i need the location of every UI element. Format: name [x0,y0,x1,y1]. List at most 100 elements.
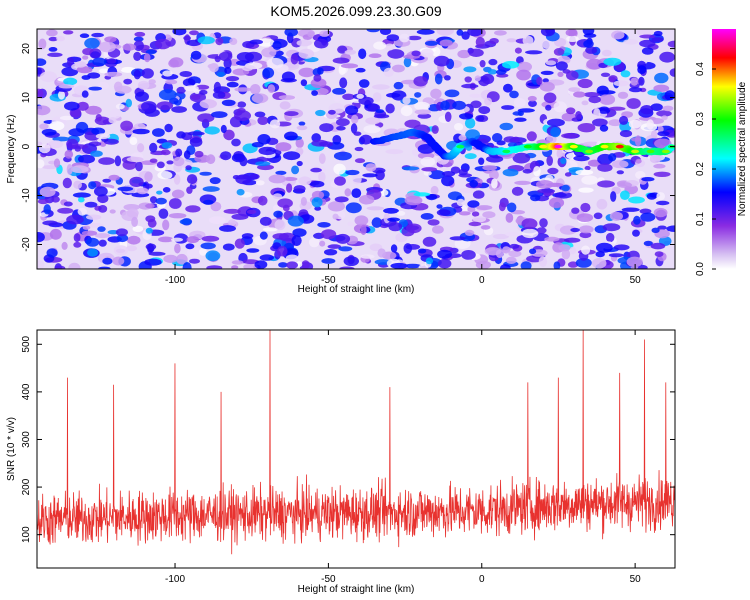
heatmap-cell [165,79,178,85]
heatmap-cell [561,133,579,139]
heatmap-cell [542,78,549,83]
heatmap-cell [653,163,666,169]
heatmap-cell [461,83,479,89]
heatmap-cell [650,103,663,111]
heatmap-cell [433,55,450,67]
heatmap-cell [599,94,616,105]
heatmap-cell [543,92,557,104]
heatmap-cell [308,237,320,248]
snr-xlabel: Height of straight line (km) [298,584,415,595]
heatmap-cell [259,216,272,226]
heatmap-cell [351,188,362,199]
heatmap-cell [318,171,326,183]
heatmap-cell [275,170,287,175]
heatmap-cell [266,57,284,69]
heatmap-cell [129,176,144,187]
heatmap-cell [613,80,629,87]
heatmap-cell [636,29,654,37]
heatmap-cell [406,223,422,234]
heatmap-cell [67,57,75,67]
heatmap-cell [98,266,111,269]
heatmap-cell [472,190,485,199]
heatmap-cell [108,174,120,181]
heatmap-cell [115,228,128,237]
heatmap-cell [512,152,531,164]
heatmap-cell [553,261,561,269]
heatmap-cell [339,77,348,89]
heatmap-cell [86,214,102,220]
heatmap-cell [64,101,80,111]
heatmap-cell [189,258,200,264]
heatmap-cell [186,39,202,47]
heatmap-cell [667,40,675,48]
heatmap-cell [354,146,364,152]
heatmap-cell [228,219,237,226]
heatmap-cell [241,233,254,239]
heatmap-cell [597,90,616,95]
heatmap-cell [133,69,141,80]
heatmap-cell [661,115,668,121]
heatmap-cell [505,256,517,264]
heatmap-cell [646,192,657,200]
heatmap-cell [345,169,360,176]
heatmap-cell [332,213,339,220]
heatmap-cell [277,198,293,208]
heatmap-cell [53,158,61,168]
heatmap-cell [156,190,163,195]
heatmap-cell [58,90,65,100]
heatmap-cell [478,106,491,115]
heatmap-cell [464,117,476,129]
heatmap-cell [315,109,326,117]
heatmap-cell [545,60,557,66]
heatmap-cell [78,197,85,203]
heatmap-cell [608,153,617,162]
heatmap-cell [155,197,167,205]
heatmap-cell [104,36,117,43]
heatmap-cell [98,41,116,53]
heatmap-cell [328,109,336,115]
heatmap-cell [379,29,392,35]
heatmap-cell [403,243,413,254]
heatmap-cell [298,48,315,59]
heatmap-cell [87,72,101,79]
heatmap-cell [334,176,346,186]
heatmap-cell [221,99,236,107]
heatmap-cell [74,61,87,68]
heatmap-cell [120,120,133,131]
heatmap-cell [144,258,162,266]
heatmap-cell [41,165,59,170]
heatmap-cell [413,76,428,87]
heatmap-cell [602,223,621,232]
heatmap-cell [495,249,504,258]
heatmap-cell [98,68,110,74]
heatmap-cell [600,72,611,78]
heatmap-cell [87,248,99,257]
heatmap-cell [185,205,201,213]
heatmap-cell [309,180,325,188]
heatmap-cell [112,256,125,266]
heatmap-cell [317,67,324,75]
heatmap-cell [536,76,543,86]
heatmap-cell [332,87,347,95]
heatmap-cell [608,119,623,127]
heatmap-cell [173,174,181,185]
heatmap-cell [599,124,609,132]
x-tick-label: 0 [479,275,485,286]
heatmap-cell [354,158,366,164]
heatmap-cell [295,138,304,149]
heatmap-cell [544,236,560,242]
heatmap-cell [566,107,576,115]
heatmap-cell [358,48,367,60]
heatmap-cell [494,30,507,36]
heatmap-cell [620,70,631,78]
heatmap-cell [40,71,57,83]
heatmap-cell [659,51,675,63]
heatmap-cell [578,225,594,234]
heatmap-cell [478,75,490,87]
heatmap-cell [403,57,412,68]
heatmap-cell [161,142,173,149]
heatmap-cell [76,66,93,74]
heatmap-cell [164,123,173,133]
heatmap-cell [152,128,165,137]
y-tick-label: 500 [21,336,32,353]
